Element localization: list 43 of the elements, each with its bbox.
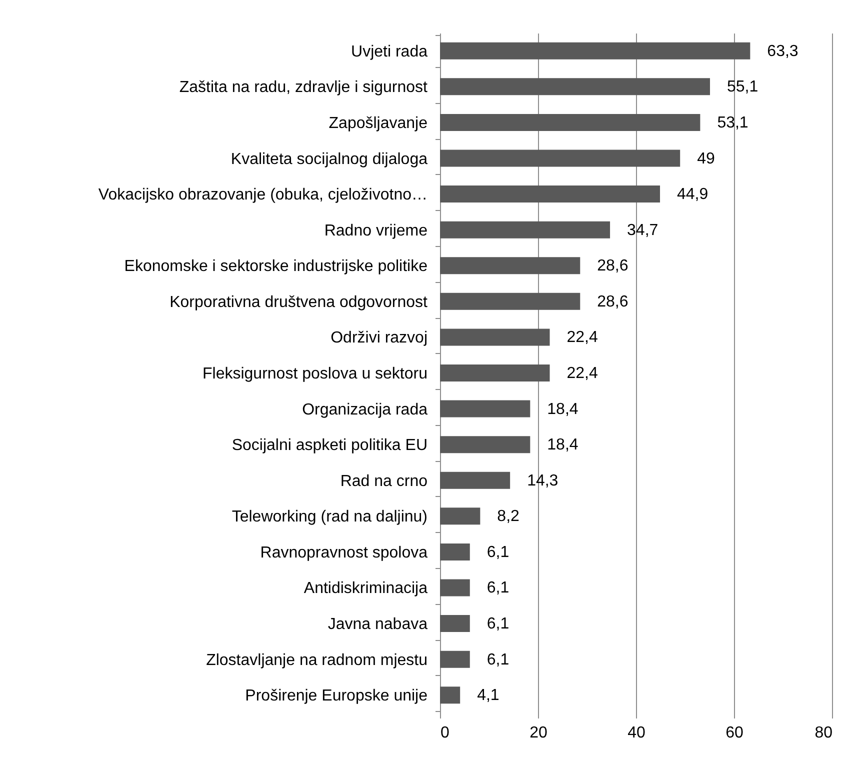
x-tick-label: 0 (440, 724, 450, 742)
y-tick-label: Socijalni aspketi politika EU (232, 437, 428, 454)
y-tick-label: Ravnopravnost spolova (260, 544, 428, 562)
y-tick-label: Zaštita na radu, zdravlje i sigurnost (179, 79, 428, 96)
y-tick-label: Korporativna društvena odgovornost (170, 294, 428, 311)
y-tick-label: Javna nabava (328, 616, 428, 634)
data-label: 28,6 (597, 258, 628, 275)
y-tick-label: Proširenje Europske unije (245, 688, 428, 705)
data-label: 22,4 (566, 329, 598, 346)
data-label: 53,1 (717, 114, 748, 132)
y-tick-label: Organizacija rada (302, 401, 428, 418)
data-label: 63,3 (767, 42, 798, 60)
y-tick-label: Održivi razvoj (330, 330, 428, 347)
data-label: 22,4 (566, 365, 598, 382)
y-tick-label: Antidiskriminacija (304, 580, 428, 598)
x-tick-label: 80 (814, 724, 833, 742)
data-label: 8,2 (497, 508, 520, 526)
data-label: 18,4 (547, 400, 578, 418)
data-label: 34,7 (627, 222, 658, 239)
data-label: 6,1 (486, 544, 510, 561)
data-label: 55,1 (726, 78, 758, 96)
data-label: 6,1 (486, 616, 510, 633)
data-label: 44,9 (677, 186, 708, 204)
y-tick-label: Kvaliteta socijalnog dijaloga (230, 150, 428, 168)
y-tick-label: Rad na crno (340, 472, 428, 490)
data-label: 49 (697, 150, 715, 168)
data-label: 18,4 (547, 436, 578, 454)
y-tick-label: Ekonomske i sektorske industrijske politike (124, 258, 428, 276)
y-tick-label: Zlostavljanje na radnom mjestu (206, 652, 428, 669)
x-tick-label: 20 (530, 724, 548, 742)
data-label: 4,1 (477, 687, 500, 704)
data-label: 6,1 (486, 580, 510, 597)
y-tick-label: Zapošljavanje (328, 114, 428, 132)
y-tick-label: Radno vrijeme (324, 222, 428, 240)
x-tick-label: 40 (628, 724, 646, 742)
y-tick-label: Teleworking (rad na daljinu) (232, 508, 428, 526)
y-tick-label: Fleksigurnost poslova u sektoru (202, 366, 428, 382)
data-label: 28,6 (597, 293, 628, 310)
y-tick-label: Uvjeti rada (351, 43, 428, 60)
data-label: 6,1 (486, 651, 510, 668)
y-tick-label: Vokacijsko obrazovanje (obuka, cjeloživotno… (98, 186, 428, 204)
data-label: 14,3 (527, 472, 558, 490)
x-tick-label: 60 (726, 724, 744, 742)
